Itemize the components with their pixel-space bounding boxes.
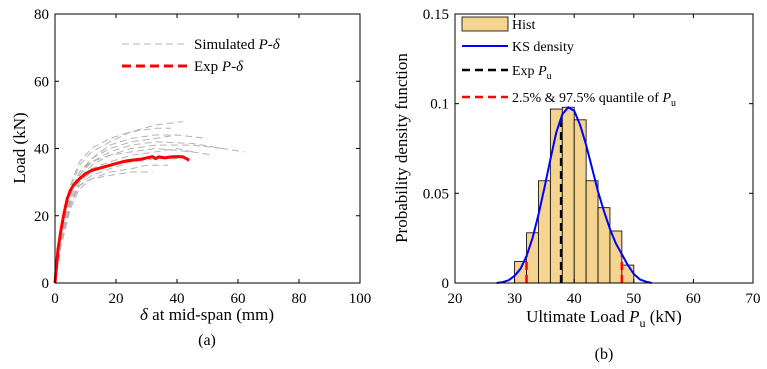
y-tick-label: 80 <box>34 7 49 23</box>
histogram-bar <box>621 264 635 284</box>
reference-lines <box>525 118 624 283</box>
legend-exp-label: Exp P-δ <box>194 59 244 75</box>
x-tick-label: 50 <box>626 291 641 307</box>
y-axis-label-b: Probability density function <box>392 53 411 243</box>
y-tick-label: 40 <box>34 142 49 158</box>
x-tick-label: 20 <box>109 291 124 307</box>
histogram-bins <box>514 106 635 284</box>
histogram-bar <box>538 180 551 284</box>
legend-ks-label: KS density <box>512 40 574 55</box>
exp-curve <box>53 155 190 284</box>
panel-label-a: (a) <box>198 332 216 349</box>
simulated-curve <box>54 134 208 284</box>
panel-a: 0 20 40 60 80 100 0 20 40 60 80 Simulated P-δ Exp… <box>10 7 371 349</box>
simulated-curve <box>54 144 223 284</box>
ks-density-line <box>496 106 652 284</box>
x-tick-label: 100 <box>349 291 372 307</box>
x-tick-label: 30 <box>507 291 522 307</box>
y-tick-label: 60 <box>34 74 49 90</box>
x-tick-label: 80 <box>292 291 307 307</box>
x-tick-label: 60 <box>231 291 246 307</box>
histogram-bar <box>561 106 575 284</box>
histogram-bar <box>597 207 611 284</box>
histogram-bar <box>573 119 587 284</box>
x-tick-label: 40 <box>170 291 185 307</box>
exp-p-delta-curve <box>53 155 190 284</box>
y-ticks-a: 0 20 40 60 80 <box>34 7 360 292</box>
simulated-curve <box>54 121 184 284</box>
x-tick-label: 0 <box>51 291 59 307</box>
x-tick-label: 40 <box>567 291 582 307</box>
legend-b: Hist KS density Exp Pu 2.5% & 97.5% quan… <box>461 16 676 109</box>
plot-area-a <box>55 14 360 283</box>
y-ticks-b: 0 0.05 0.1 0.15 <box>423 7 753 292</box>
legend-quantile-label: 2.5% & 97.5% quantile of Pu <box>512 91 676 109</box>
legend-a: Simulated P-δ Exp P-δ <box>122 37 281 75</box>
ks-density-curve <box>496 106 652 284</box>
simulated-curve <box>54 141 245 284</box>
panel-label-b: (b) <box>595 346 614 363</box>
y-tick-label: 20 <box>34 209 49 225</box>
y-tick-label: 0.05 <box>423 186 449 202</box>
x-tick-label: 60 <box>686 291 701 307</box>
y-axis-label-a: Load (kN) <box>10 112 29 183</box>
x-ticks-a: 0 20 40 60 80 100 <box>51 14 371 307</box>
simulated-curve <box>54 159 147 284</box>
legend-sim-label: Simulated P-δ <box>194 37 281 53</box>
y-tick-label: 0 <box>42 276 50 292</box>
panel-b: 20 30 40 50 60 70 0 0.05 0.1 0.15 Hist KS densit… <box>392 7 761 363</box>
legend-hist-label: Hist <box>512 18 535 33</box>
x-axis-label-b: Ultimate Load Pu (kN) <box>526 307 682 330</box>
x-tick-label: 70 <box>746 291 761 307</box>
x-ticks-b: 20 30 40 50 60 70 <box>448 14 761 307</box>
y-tick-label: 0.15 <box>423 7 449 23</box>
simulated-curve <box>54 171 153 284</box>
simulated-curve <box>54 158 177 284</box>
y-tick-label: 0.1 <box>430 97 449 113</box>
legend-hist-swatch <box>461 16 509 32</box>
histogram-bar <box>585 180 599 284</box>
histogram-bar <box>609 230 623 284</box>
x-tick-label: 20 <box>448 291 463 307</box>
axes-box-b <box>454 13 754 284</box>
y-tick-label: 0 <box>442 276 450 292</box>
legend-exp-pu-label: Exp Pu <box>512 64 552 82</box>
x-axis-label-a: δ at mid-span (mm) <box>140 305 274 324</box>
